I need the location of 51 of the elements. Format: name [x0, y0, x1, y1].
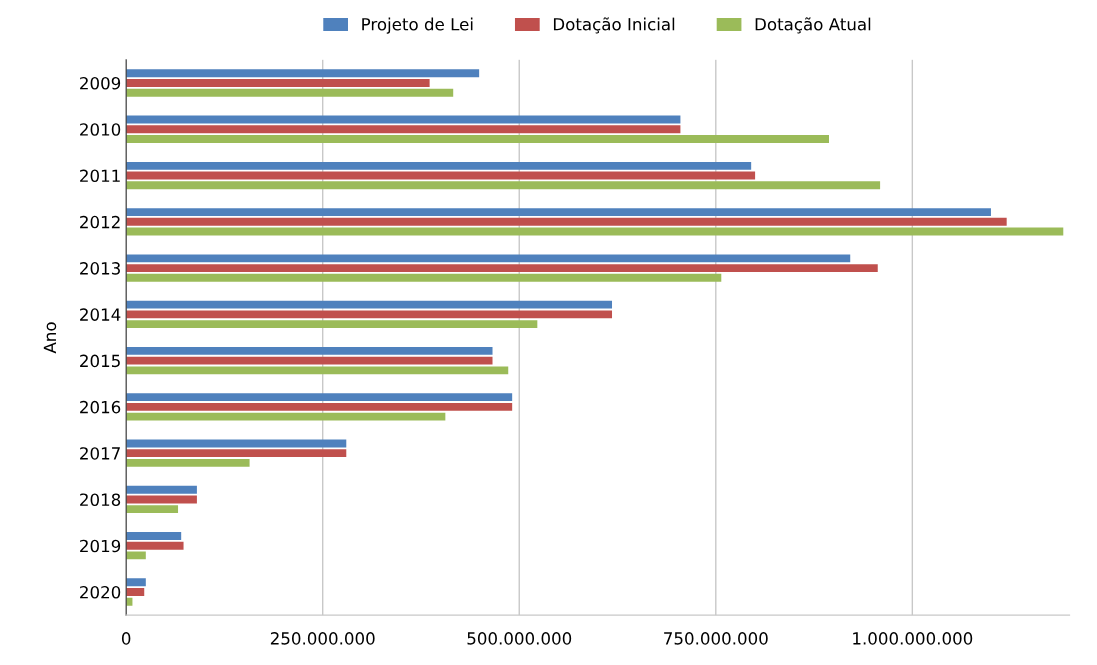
bar — [126, 366, 509, 375]
bar — [126, 79, 430, 87]
bar — [126, 541, 184, 550]
bar — [126, 88, 454, 97]
x-tick-label: 250.000.000 — [270, 632, 375, 645]
y-tick-label: 2013 — [80, 262, 120, 275]
y-tick-label: 2011 — [80, 169, 120, 183]
bar — [126, 217, 1007, 226]
bar — [126, 356, 493, 365]
x-tick-label: 0 — [121, 632, 131, 645]
bar — [126, 273, 722, 282]
bar — [126, 181, 881, 190]
bar — [126, 402, 513, 411]
bar — [126, 449, 347, 458]
bar — [126, 320, 538, 328]
y-tick-label: 2015 — [80, 354, 120, 368]
y-tick-label: 2017 — [80, 447, 120, 460]
y-tick-label: 2014 — [80, 308, 121, 321]
y-tick-label: 2009 — [80, 76, 121, 90]
y-tick-label: 2010 — [80, 123, 121, 136]
bar — [126, 125, 681, 134]
x-tick-label: 1.000.000.000 — [853, 632, 973, 645]
y-tick-label: 2016 — [80, 400, 121, 414]
x-tick-label: 750.000.000 — [664, 632, 768, 645]
bar — [126, 161, 752, 170]
y-axis-title: Ano — [43, 322, 57, 354]
y-tick-label: 2018 — [80, 493, 121, 507]
x-tick-label: 500.000.000 — [467, 632, 572, 645]
bar — [126, 208, 991, 217]
bar — [126, 505, 179, 514]
bar — [126, 310, 613, 319]
bar — [126, 578, 146, 587]
y-tick-label: 2019 — [80, 539, 121, 553]
y-tick-label: 2020 — [80, 585, 121, 599]
y-tick-label: 2012 — [80, 215, 120, 229]
bar — [126, 412, 446, 421]
bar — [126, 532, 182, 540]
bar — [126, 458, 250, 467]
bar — [126, 69, 480, 78]
bar — [126, 551, 146, 560]
bar — [126, 485, 197, 494]
bar — [126, 346, 493, 355]
bar — [126, 300, 613, 309]
bar — [126, 254, 851, 263]
legend-label: Projeto de Lei — [362, 17, 473, 34]
bar — [126, 393, 513, 402]
legend-label: Dotação Atual — [755, 17, 871, 34]
bar — [126, 135, 829, 143]
legend-label: Dotação Inicial — [553, 17, 675, 34]
bar — [126, 264, 878, 273]
bar — [126, 588, 145, 596]
